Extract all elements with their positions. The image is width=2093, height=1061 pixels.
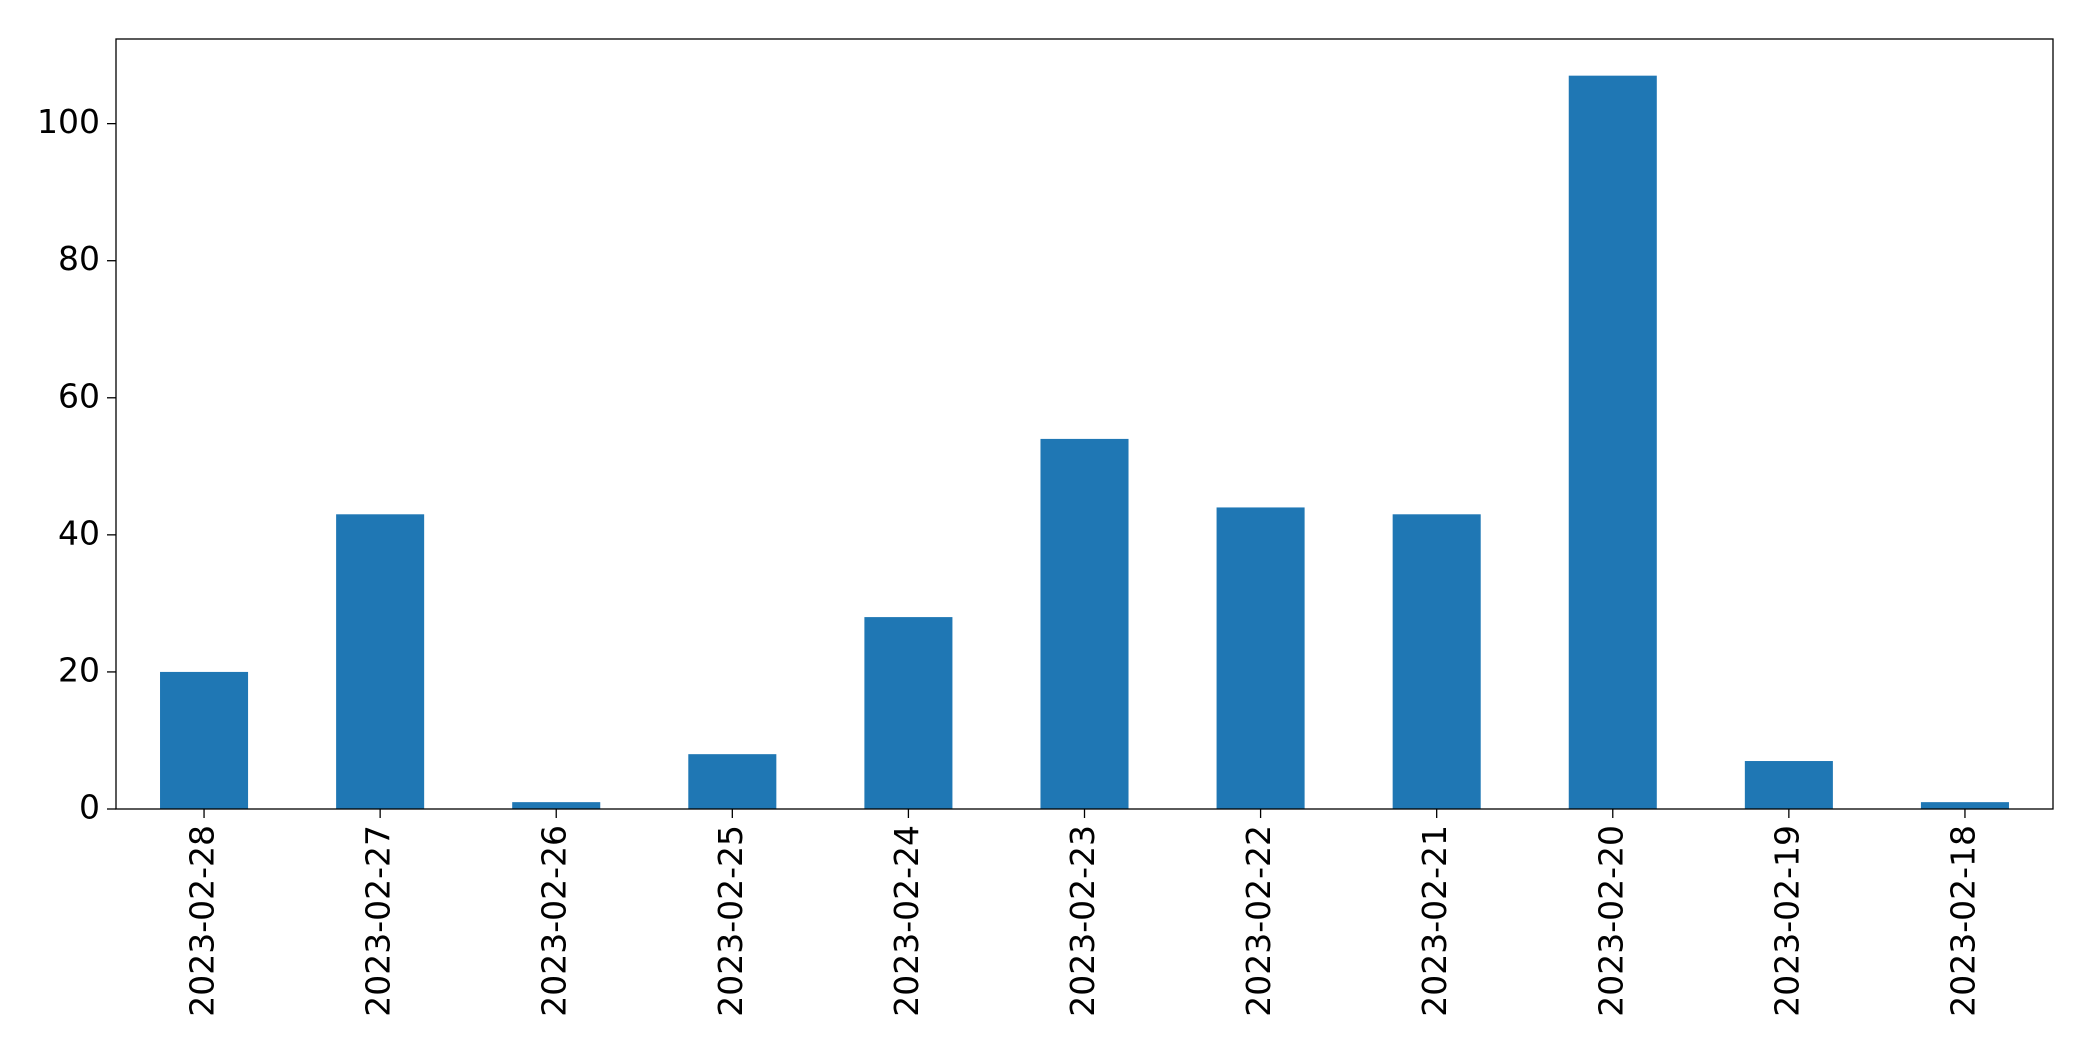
y-tick-label: 40 (58, 513, 100, 552)
bar (512, 802, 601, 809)
bar (1392, 514, 1481, 809)
bar (1216, 507, 1305, 809)
bar (688, 754, 777, 809)
x-tick-label: 2023-02-24 (887, 825, 926, 1017)
y-tick-label: 20 (58, 650, 100, 689)
x-tick-label: 2023-02-28 (183, 825, 222, 1017)
bar (1040, 438, 1129, 809)
x-tick-label: 2023-02-18 (1943, 825, 1982, 1017)
bar (1744, 761, 1833, 809)
y-tick-label: 0 (79, 788, 100, 827)
x-tick-label: 2023-02-26 (535, 825, 574, 1017)
bar (336, 514, 425, 809)
y-tick-label: 100 (37, 102, 100, 141)
x-tick-label: 2023-02-25 (711, 825, 750, 1017)
x-tick-label: 2023-02-22 (1239, 825, 1278, 1017)
bar (1920, 802, 2009, 809)
x-tick-label: 2023-02-20 (1591, 825, 1630, 1017)
bar (160, 671, 249, 809)
bar (1568, 75, 1657, 809)
x-tick-label: 2023-02-27 (359, 825, 398, 1017)
y-tick-label: 60 (58, 376, 100, 415)
x-tick-label: 2023-02-19 (1767, 825, 1806, 1017)
x-tick-label: 2023-02-21 (1415, 825, 1454, 1017)
y-tick-label: 80 (58, 239, 100, 278)
x-tick-label: 2023-02-23 (1063, 825, 1102, 1017)
axes-frame (115, 38, 2054, 810)
bar (864, 617, 953, 809)
